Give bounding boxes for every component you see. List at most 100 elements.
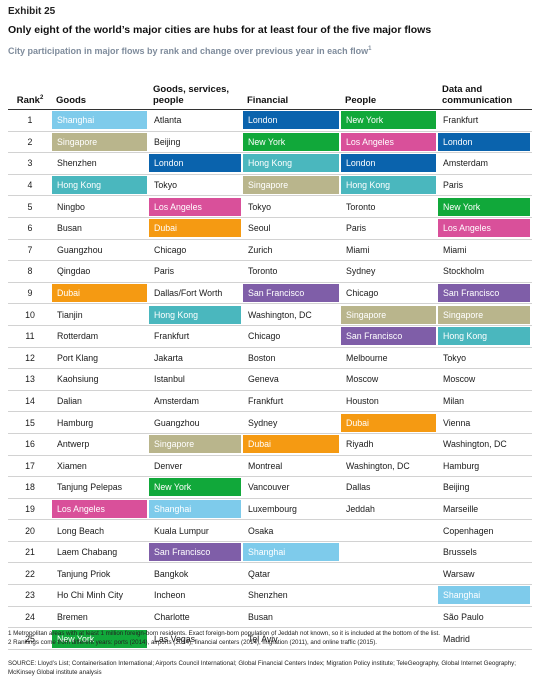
city-cell: Istanbul bbox=[149, 369, 243, 391]
table-row: 5 Ningbo Los Angeles Tokyo Toronto New York bbox=[8, 196, 532, 218]
city-cell: Frankfurt bbox=[243, 391, 341, 413]
city-label: Long Beach bbox=[57, 525, 104, 536]
city-cell: Geneva bbox=[243, 369, 341, 391]
city-cell: Tokyo bbox=[149, 175, 243, 197]
table-row: 23 Ho Chi Minh City Incheon Shenzhen Shangha… bbox=[8, 585, 532, 607]
city-cell: Amsterdam bbox=[438, 153, 532, 175]
city-label: Las Vegas bbox=[154, 633, 196, 644]
city-label: Milan bbox=[443, 396, 465, 407]
city-label: Dalian bbox=[57, 396, 82, 407]
city-cell: Charlotte bbox=[149, 607, 243, 629]
city-cell: Guangzhou bbox=[52, 240, 149, 262]
subtitle-text: City participation in major flows by ran… bbox=[8, 46, 369, 56]
rank-cell: 9 bbox=[8, 283, 52, 305]
table-row: 10 Tianjin Hong Kong Washington, DC Singapor… bbox=[8, 304, 532, 326]
chart-subtitle: City participation in major flows by ran… bbox=[8, 46, 532, 56]
rank-cell: 14 bbox=[8, 391, 52, 413]
city-cell: Dalian bbox=[52, 391, 149, 413]
column-header-3: Financial bbox=[243, 78, 341, 110]
city-cell: Los Angeles bbox=[438, 218, 532, 240]
city-label: Paris bbox=[346, 223, 367, 234]
city-label: Brussels bbox=[443, 547, 477, 558]
footnote-1: 1 Metropolitan areas with at least 1 mil… bbox=[8, 630, 440, 637]
city-label: Hamburg bbox=[57, 417, 94, 428]
rank-cell: 3 bbox=[8, 153, 52, 175]
city-label: Rotterdam bbox=[57, 331, 99, 342]
table-row: 3 Shenzhen London Hong Kong London Amsterdam bbox=[8, 153, 532, 175]
city-label: London bbox=[243, 111, 339, 130]
city-label: Houston bbox=[346, 396, 379, 407]
city-cell: Dallas/Fort Worth bbox=[149, 283, 243, 305]
city-cell: Beijing bbox=[149, 132, 243, 154]
table-row: 22 Tanjung Priok Bangkok Qatar Warsaw bbox=[8, 563, 532, 586]
city-label: Ningbo bbox=[57, 201, 85, 212]
city-label: Amsterdam bbox=[443, 158, 488, 169]
city-label: Bangkok bbox=[154, 568, 189, 579]
city-label: Hong Kong bbox=[243, 154, 339, 173]
source-note: SOURCE: Lloyd’s List; Containerisation I… bbox=[8, 660, 516, 676]
city-label: Shanghai bbox=[149, 499, 241, 518]
rank-cell: 7 bbox=[8, 240, 52, 262]
city-label: Shanghai bbox=[243, 543, 339, 562]
table-row: 8 Qingdao Paris Toronto Sydney Stockholm bbox=[8, 261, 532, 283]
city-cell: New York bbox=[243, 132, 341, 154]
city-label: New York bbox=[149, 478, 241, 497]
footnotes: 1 Metropolitan areas with at least 1 mil… bbox=[8, 630, 534, 647]
city-label: Kuala Lumpur bbox=[154, 525, 209, 536]
city-label: San Francisco bbox=[341, 327, 436, 346]
city-label: Copenhagen bbox=[443, 525, 494, 536]
city-label: Amsterdam bbox=[154, 396, 199, 407]
city-label: Marseille bbox=[443, 503, 479, 514]
table-row: 14 Dalian Amsterdam Frankfurt Houston Milan bbox=[8, 391, 532, 413]
city-label: Busan bbox=[248, 611, 273, 622]
city-label: Paris bbox=[154, 266, 175, 277]
city-cell: Shanghai bbox=[438, 585, 532, 607]
city-cell: Frankfurt bbox=[438, 110, 532, 132]
city-label: Osaka bbox=[248, 525, 274, 536]
rank-cell: 21 bbox=[8, 542, 52, 564]
rank-cell: 20 bbox=[8, 520, 52, 542]
table-row: 16 Antwerp Singapore Dubai Riyadh Washington,… bbox=[8, 434, 532, 456]
city-label: Los Angeles bbox=[52, 499, 147, 518]
city-label: Paris bbox=[443, 180, 464, 191]
city-label: Hong Kong bbox=[149, 305, 241, 324]
city-label: Tianjin bbox=[57, 309, 83, 320]
city-cell: Riyadh bbox=[341, 434, 438, 456]
subtitle-footnote-marker: 1 bbox=[368, 46, 372, 52]
city-label: Busan bbox=[57, 223, 82, 234]
city-cell: Seoul bbox=[243, 218, 341, 240]
city-label: Tel Aviv bbox=[248, 633, 278, 644]
city-cell: Busan bbox=[52, 218, 149, 240]
city-label: Dubai bbox=[149, 219, 241, 238]
city-label: New York bbox=[341, 111, 436, 130]
city-cell: Stockholm bbox=[438, 261, 532, 283]
rank-cell: 23 bbox=[8, 585, 52, 607]
city-cell: Amsterdam bbox=[149, 391, 243, 413]
city-cell: San Francisco bbox=[438, 283, 532, 305]
table-row: 9 Dubai Dallas/Fort Worth San Francisco Chic… bbox=[8, 283, 532, 305]
city-cell: Dubai bbox=[243, 434, 341, 456]
table-row: 7 Guangzhou Chicago Zurich Miami Miami bbox=[8, 240, 532, 262]
city-label: Singapore bbox=[243, 176, 339, 195]
city-cell: Singapore bbox=[149, 434, 243, 456]
city-label: Chicago bbox=[346, 288, 379, 299]
city-label: Singapore bbox=[341, 305, 436, 324]
city-label: Singapore bbox=[52, 132, 147, 151]
rank-cell: 6 bbox=[8, 218, 52, 240]
city-cell: Copenhagen bbox=[438, 520, 532, 542]
city-cell: Hamburg bbox=[52, 412, 149, 434]
city-label: Zurich bbox=[248, 244, 273, 255]
city-cell: San Francisco bbox=[341, 326, 438, 348]
city-label: Dubai bbox=[341, 413, 436, 432]
city-cell: Vienna bbox=[438, 412, 532, 434]
city-cell: San Francisco bbox=[243, 283, 341, 305]
city-cell: Sydney bbox=[341, 261, 438, 283]
city-label: Tokyo bbox=[443, 352, 466, 363]
city-label: Washington, DC bbox=[346, 460, 410, 471]
city-cell: Milan bbox=[438, 391, 532, 413]
rank-cell: 10 bbox=[8, 304, 52, 326]
city-cell: Beijing bbox=[438, 477, 532, 499]
column-header-0: Rank2 bbox=[8, 78, 52, 110]
city-label: Luxembourg bbox=[248, 503, 297, 514]
city-label: Laem Chabang bbox=[57, 547, 118, 558]
